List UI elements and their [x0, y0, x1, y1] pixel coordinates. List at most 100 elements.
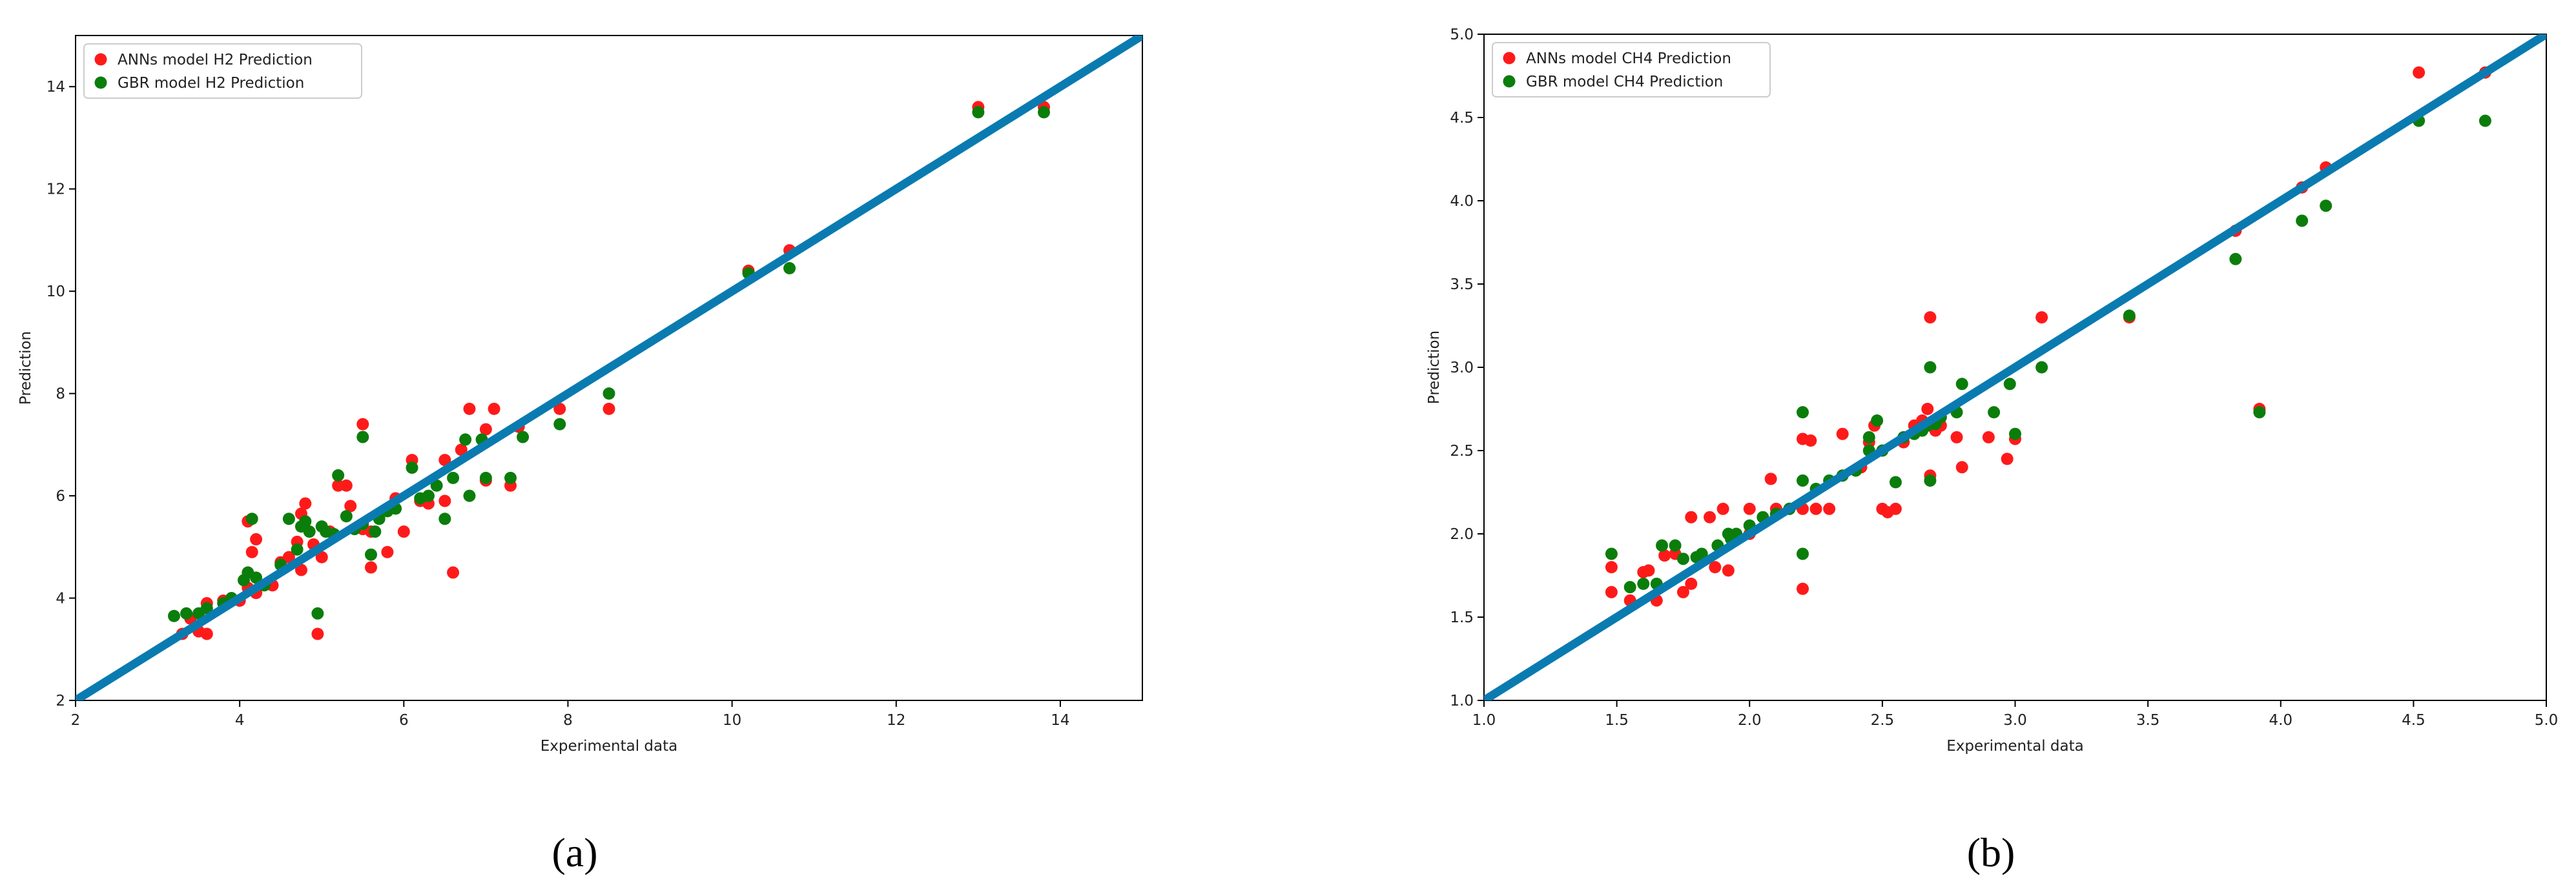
ann-prediction-point — [344, 500, 357, 513]
ann-prediction-point — [1685, 511, 1698, 524]
ann-prediction-point — [1950, 431, 1963, 443]
gbr-prediction-point — [1695, 547, 1708, 560]
ann-prediction-point — [1836, 427, 1849, 440]
gbr-prediction-point — [2253, 406, 2266, 419]
ann-prediction-point — [364, 561, 377, 574]
gbr-prediction-point — [200, 602, 213, 615]
ann-prediction-point — [1709, 561, 1722, 574]
gbr-prediction-point — [1669, 539, 1682, 552]
gbr-prediction-point — [2478, 114, 2491, 127]
x-tick-label: 6 — [399, 712, 409, 729]
y-axis-label: Prediction — [1426, 331, 1443, 404]
x-tick-label: 2 — [71, 712, 81, 729]
y-tick-label: 4.5 — [1450, 110, 1474, 127]
gbr-prediction-point — [603, 387, 615, 400]
gbr-prediction-point — [340, 510, 353, 523]
ann-prediction-point — [1797, 582, 1809, 595]
ann-prediction-point — [1642, 564, 1655, 577]
gbr-prediction-point — [1988, 406, 2001, 419]
y-tick-label: 1.0 — [1450, 693, 1474, 709]
x-tick-label: 1.5 — [1605, 712, 1629, 729]
x-tick-label: 5.0 — [2535, 712, 2559, 729]
ann-prediction-point — [245, 545, 258, 558]
x-tick-label: 1.0 — [1472, 712, 1496, 729]
gbr-prediction-point — [250, 571, 263, 584]
gbr-prediction-point — [299, 515, 312, 528]
ann-prediction-point — [294, 564, 307, 576]
ann-prediction-point — [2001, 453, 2014, 465]
x-tick-label: 3.5 — [2136, 712, 2160, 729]
ann-prediction-point — [1921, 403, 1934, 415]
gbr-prediction-point — [2296, 214, 2309, 227]
gbr-prediction-point — [463, 489, 476, 502]
data-points — [1605, 66, 2491, 607]
gbr-prediction-point — [2035, 361, 2048, 374]
x-tick-label: 3.0 — [2003, 712, 2027, 729]
ann-prediction-point — [340, 479, 353, 492]
reference-line — [76, 36, 1142, 700]
gbr-prediction-point — [282, 513, 295, 525]
gbr-prediction-point — [364, 548, 377, 561]
axes-frame — [75, 35, 1143, 701]
y-tick-label: 2.0 — [1450, 526, 1474, 543]
gbr-prediction-point — [369, 525, 382, 538]
gbr-prediction-point — [2009, 427, 2021, 440]
gbr-prediction-point — [1605, 547, 1618, 560]
gbr-prediction-point — [1955, 378, 1968, 391]
ann-prediction-point — [1764, 473, 1777, 485]
gbr-prediction-point — [406, 462, 418, 474]
gbr-prediction-point — [2320, 199, 2333, 212]
y-tick-label: 5.0 — [1450, 26, 1474, 43]
gbr-prediction-point — [447, 471, 460, 484]
ann-prediction-point — [479, 423, 492, 436]
legend-box — [1492, 42, 1771, 97]
y-tick-label: 4 — [56, 591, 65, 607]
ann-prediction-point — [1743, 502, 1756, 515]
x-tick-label: 8 — [563, 712, 573, 729]
gbr-prediction-point — [356, 431, 369, 443]
x-tick-label: 12 — [887, 712, 905, 729]
gbr-prediction-point — [553, 418, 566, 431]
ann-prediction-point — [488, 402, 500, 415]
x-tick-label: 4.0 — [2269, 712, 2293, 729]
gbr-prediction-point — [1871, 414, 1884, 427]
y-axis-label: Prediction — [17, 331, 34, 405]
ann-prediction-point — [1685, 577, 1698, 590]
ann-prediction-point — [381, 545, 394, 558]
gbr-prediction-point — [1038, 106, 1051, 119]
y-tick-label: 1.5 — [1450, 609, 1474, 626]
ann-prediction-point — [315, 551, 328, 564]
x-axis-label: Experimental data — [1946, 738, 2084, 755]
gbr-prediction-point — [1924, 361, 1937, 374]
ann-legend-marker — [1503, 52, 1516, 65]
gbr-prediction-point — [332, 469, 345, 482]
y-tick-label: 8 — [56, 386, 65, 403]
ann-prediction-point — [1924, 311, 1937, 324]
ann-legend-marker — [94, 53, 107, 66]
gbr-legend-label: GBR model CH4 Prediction — [1526, 74, 1723, 90]
gbr-legend-marker — [94, 76, 107, 89]
gbr-prediction-point — [430, 479, 443, 492]
gbr-prediction-point — [1623, 581, 1636, 594]
y-tick-label: 10 — [46, 283, 65, 300]
y-tick-label: 12 — [46, 181, 65, 198]
y-tick-label: 3.0 — [1450, 360, 1474, 376]
x-tick-label: 2.0 — [1738, 712, 1762, 729]
y-tick-label: 14 — [46, 79, 65, 96]
chart-panel-b: 1.0 1.5 2.0 2.5 3.0 3.5 4.0 4.5 5.0 1.0 1.5 2.0 2.5 3… — [1426, 26, 2558, 755]
gbr-prediction-point — [459, 433, 472, 446]
gbr-prediction-point — [303, 525, 316, 538]
panel-label-b: (b) — [1967, 830, 2015, 875]
gbr-legend-marker — [1503, 75, 1516, 88]
legend: ANNs model H2 Prediction GBR model H2 Pre… — [83, 43, 362, 99]
gbr-prediction-point — [422, 489, 435, 502]
ann-prediction-point — [1716, 502, 1729, 515]
gbr-prediction-point — [1797, 547, 1809, 560]
y-tick-label: 3.5 — [1450, 276, 1474, 293]
reference-line — [1484, 34, 2546, 700]
gbr-prediction-point — [245, 513, 258, 525]
ann-prediction-point — [200, 627, 213, 640]
gbr-prediction-point — [1889, 476, 1902, 489]
gbr-prediction-point — [1797, 406, 1809, 419]
x-tick-label: 4.5 — [2402, 712, 2426, 729]
